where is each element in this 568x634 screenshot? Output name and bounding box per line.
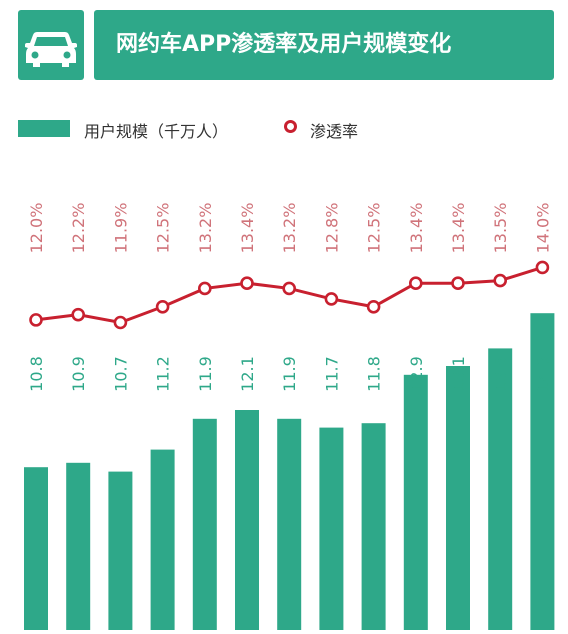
- rate-label-13: 14.0%: [533, 203, 552, 254]
- car-icon: [25, 32, 77, 67]
- legend-line-marker: [284, 120, 297, 133]
- bar-label-11: 13.1: [449, 356, 468, 392]
- rate-label-1: 12.0%: [27, 203, 46, 254]
- header-icon-box: [18, 10, 84, 80]
- rate-point-12: [493, 273, 508, 288]
- legend-bar-swatch: [18, 120, 70, 137]
- rate-point-1: [29, 313, 43, 327]
- rate-label-7: 13.2%: [280, 203, 299, 254]
- rate-point-4: [155, 299, 170, 314]
- rate-point-11: [451, 276, 465, 291]
- rate-label-10: 13.4%: [407, 203, 426, 254]
- rate-label-8: 12.8%: [322, 203, 341, 254]
- rate-point-8: [324, 292, 339, 306]
- rate-point-7: [282, 281, 297, 296]
- bar-label-6: 12.1: [238, 356, 257, 392]
- rate-label-12: 13.5%: [491, 203, 510, 254]
- legend-line-label: 渗透率: [310, 122, 359, 141]
- rate-label-3: 11.9%: [111, 203, 130, 254]
- bars-group: [24, 313, 555, 630]
- rate-point-13: [535, 260, 550, 275]
- bar-label-10: 12.9: [407, 356, 426, 392]
- bar-label-4: 11.2: [154, 356, 173, 392]
- rate-label-2: 12.2%: [69, 203, 88, 254]
- rate-point-3: [113, 315, 128, 330]
- bar-8: [319, 427, 344, 630]
- bar-label-1: 10.8: [27, 356, 46, 392]
- bar-labels-group: 10.8 10.9 10.7 11.2 11.9 12.1 11.9 11.7 11.8 12.9…: [27, 356, 552, 392]
- rate-point-5: [198, 281, 212, 296]
- bar-10: [403, 374, 428, 630]
- bar-label-3: 10.7: [111, 356, 130, 392]
- bar-3: [108, 471, 133, 630]
- bar-label-12: 13.5: [491, 356, 510, 392]
- rate-point-2: [71, 307, 85, 322]
- bar-1: [24, 467, 48, 630]
- bar-label-2: 10.9: [69, 356, 88, 392]
- rate-label-5: 13.2%: [196, 203, 215, 254]
- bar-2: [66, 462, 91, 630]
- bar-12: [488, 348, 513, 630]
- rate-label-4: 12.5%: [154, 203, 173, 254]
- rate-labels-group: 12.0% 12.2% 11.9% 12.5% 13.2% 13.4% 13.2% 12.8%…: [27, 203, 552, 254]
- bar-9: [361, 423, 386, 630]
- bar-label-8: 11.7: [322, 356, 341, 392]
- bar-4: [150, 449, 175, 630]
- bar-label-5: 11.9: [196, 356, 215, 392]
- bar-5: [192, 418, 217, 630]
- bar-label-13: 14.3: [533, 356, 552, 392]
- bar-label-7: 11.9: [280, 356, 299, 392]
- title-banner: 网约车APP渗透率及用户规模变化: [94, 10, 554, 80]
- points-group: [29, 260, 550, 330]
- rate-label-9: 12.5%: [365, 203, 384, 254]
- chart-title: 网约车APP渗透率及用户规模变化: [116, 32, 452, 57]
- bar-6: [235, 410, 259, 630]
- rate-label-6: 13.4%: [238, 203, 257, 254]
- bar-label-9: 11.8: [365, 356, 384, 392]
- bar-13: [530, 313, 555, 630]
- bar-7: [277, 418, 302, 630]
- legend-bar-label: 用户规模（千万人）: [84, 122, 229, 141]
- rate-label-11: 13.4%: [449, 203, 468, 254]
- rate-point-6: [240, 276, 254, 291]
- rate-point-9: [366, 299, 381, 314]
- rate-point-10: [408, 276, 423, 291]
- bar-11: [446, 366, 470, 630]
